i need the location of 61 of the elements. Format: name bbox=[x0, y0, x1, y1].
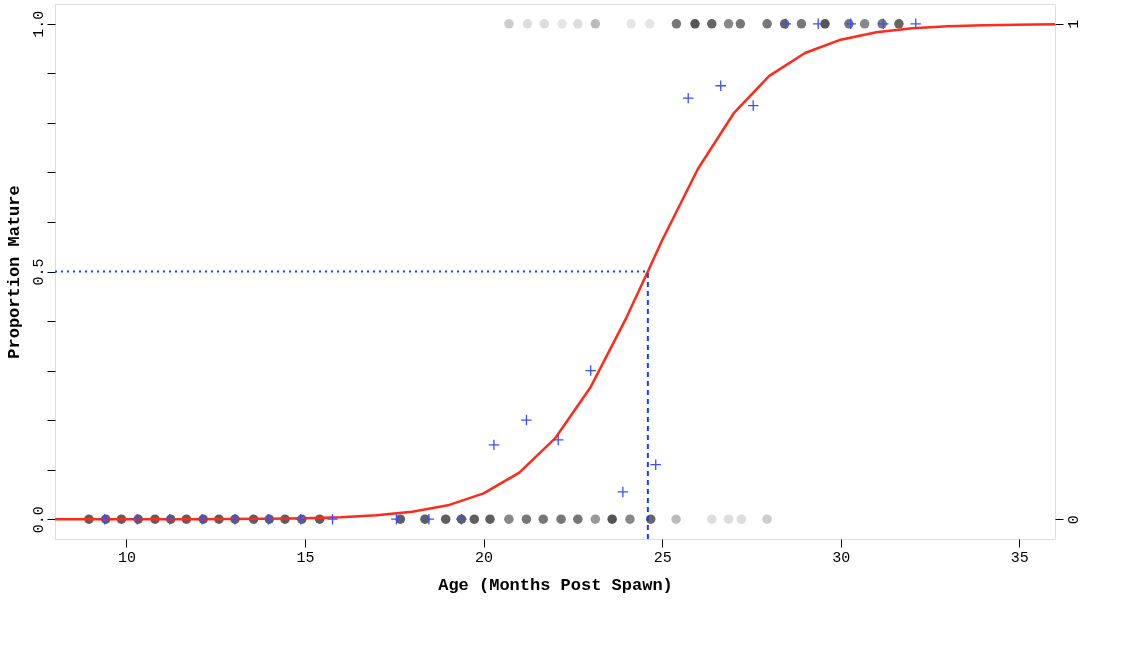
point bbox=[682, 92, 695, 105]
point bbox=[522, 19, 533, 29]
x-tick-label: 30 bbox=[832, 549, 851, 567]
y2-tick-label: 1 bbox=[1065, 19, 1083, 29]
point bbox=[762, 19, 772, 29]
point bbox=[649, 458, 662, 471]
point bbox=[573, 19, 583, 29]
y2-tick-label: 0 bbox=[1065, 515, 1083, 525]
point bbox=[707, 19, 717, 29]
point bbox=[556, 514, 566, 524]
point bbox=[326, 513, 339, 526]
point bbox=[820, 19, 830, 29]
point bbox=[723, 19, 734, 29]
point bbox=[714, 79, 727, 92]
point bbox=[859, 19, 870, 29]
y-tick-label: 0.5 bbox=[30, 258, 48, 286]
point bbox=[485, 514, 495, 524]
x-tick-label: 25 bbox=[653, 549, 672, 567]
point bbox=[504, 514, 514, 524]
point bbox=[671, 514, 681, 524]
point bbox=[626, 19, 636, 29]
point bbox=[590, 19, 601, 29]
point bbox=[552, 434, 565, 446]
point bbox=[469, 514, 480, 524]
point bbox=[423, 513, 435, 526]
point bbox=[584, 364, 597, 377]
point bbox=[488, 438, 500, 451]
point bbox=[590, 514, 601, 524]
point bbox=[573, 514, 583, 524]
point bbox=[390, 513, 403, 526]
point bbox=[521, 514, 532, 524]
point bbox=[538, 514, 548, 524]
y-tick-label: 0.0 bbox=[30, 506, 48, 534]
x-tick-label: 15 bbox=[296, 549, 315, 567]
point bbox=[736, 514, 747, 524]
point bbox=[735, 19, 746, 29]
point bbox=[440, 514, 451, 524]
point bbox=[616, 486, 629, 498]
point bbox=[909, 17, 922, 30]
point bbox=[520, 414, 533, 427]
x-tick-label: 10 bbox=[117, 549, 136, 567]
y-tick-label: 1.0 bbox=[30, 10, 48, 38]
x-axis-title: Age (Months Post Spawn) bbox=[438, 575, 673, 595]
point bbox=[762, 514, 772, 524]
point bbox=[690, 19, 700, 29]
point bbox=[812, 17, 825, 30]
point bbox=[796, 19, 807, 29]
point bbox=[644, 19, 655, 29]
point bbox=[539, 19, 550, 29]
point bbox=[625, 514, 635, 524]
point bbox=[707, 514, 717, 524]
point bbox=[747, 99, 760, 112]
y-axis-title: Proportion Mature bbox=[4, 185, 24, 359]
point bbox=[607, 514, 617, 524]
x-tick-label: 35 bbox=[1010, 549, 1029, 567]
point bbox=[894, 19, 904, 29]
x-tick-label: 20 bbox=[475, 549, 494, 567]
point bbox=[504, 19, 514, 29]
point bbox=[723, 514, 734, 524]
point bbox=[671, 19, 682, 29]
point bbox=[557, 19, 567, 29]
